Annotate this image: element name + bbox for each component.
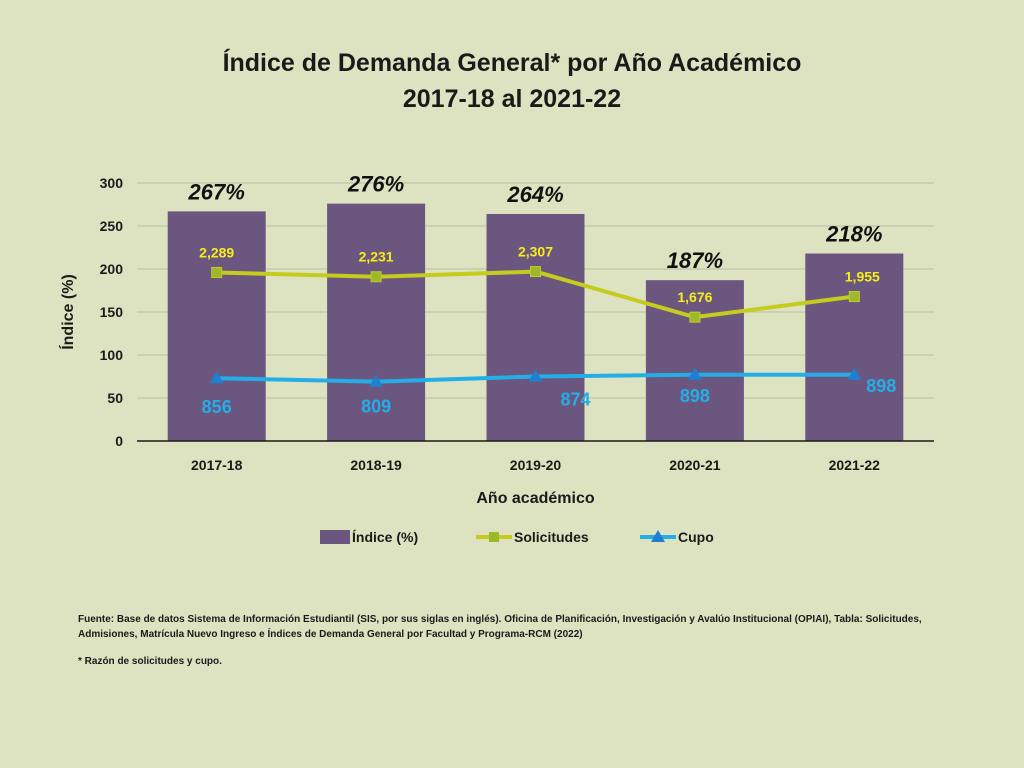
point-marker	[369, 374, 384, 387]
point-marker	[847, 367, 862, 380]
x-tick-label: 2018-19	[350, 457, 402, 473]
ratio-footnote: * Razón de solicitudes y cupo.	[78, 656, 222, 667]
x-tick-label: 2019-20	[510, 457, 562, 473]
bar	[167, 211, 266, 441]
point-marker	[687, 367, 702, 380]
point-marker	[211, 266, 223, 278]
bar	[805, 253, 904, 441]
y-tick-label: 300	[100, 175, 124, 191]
legend-label: Índice (%)	[352, 529, 418, 545]
point-marker	[370, 271, 382, 283]
y-tick-label: 150	[100, 304, 124, 320]
x-axis-title: Año académico	[476, 490, 594, 507]
point-marker	[528, 369, 543, 382]
bar-data-label: 276%	[347, 172, 404, 197]
legend-label: Solicitudes	[514, 529, 589, 545]
bar-data-label: 218%	[825, 222, 882, 247]
line-data-label: 2,289	[199, 244, 234, 260]
y-tick-label: 200	[100, 261, 124, 277]
x-tick-label: 2020-21	[669, 457, 721, 473]
chart-subtitle: 2017-18 al 2021-22	[402, 85, 622, 113]
y-tick-label: 250	[100, 218, 124, 234]
line-data-label: 809	[361, 397, 391, 417]
y-tick-label: 0	[115, 433, 123, 449]
point-marker	[689, 311, 701, 323]
y-axis-title: Índice (%)	[58, 274, 77, 350]
point-marker	[209, 371, 224, 384]
x-tick-label: 2017-18	[191, 457, 243, 473]
line-data-label: 1,955	[845, 269, 880, 285]
bar	[486, 213, 585, 441]
y-tick-label: 100	[100, 347, 124, 363]
line-data-label: 874	[560, 390, 590, 410]
bar-data-label: 264%	[506, 182, 563, 207]
line-data-label: 2,231	[359, 249, 394, 265]
line-data-label: 898	[680, 386, 710, 406]
line-data-label: 1,676	[677, 289, 712, 305]
x-tick-label: 2021-22	[829, 457, 881, 473]
point-marker	[848, 291, 860, 303]
legend-label: Cupo	[678, 529, 714, 545]
point-marker	[530, 266, 541, 278]
source-footnote: Fuente: Base de datos Sistema de Informa…	[78, 614, 922, 640]
legend-swatch-marker	[651, 530, 665, 542]
line-data-label: 898	[866, 376, 896, 396]
chart: 0 50 100 150 200 250 300 267% 276% 264% 187% 218% 2,…	[58, 172, 934, 545]
bar-data-label: 187%	[667, 248, 723, 273]
legend-swatch	[320, 530, 350, 544]
chart-title: Índice de Demanda General* por Año Acadé…	[222, 49, 802, 77]
bar-data-label: 267%	[188, 179, 245, 204]
line-data-label: 2,307	[518, 244, 553, 260]
legend-swatch-marker	[489, 532, 499, 542]
y-tick-label: 50	[107, 390, 123, 406]
bar	[327, 203, 426, 441]
line-data-label: 856	[202, 397, 232, 417]
